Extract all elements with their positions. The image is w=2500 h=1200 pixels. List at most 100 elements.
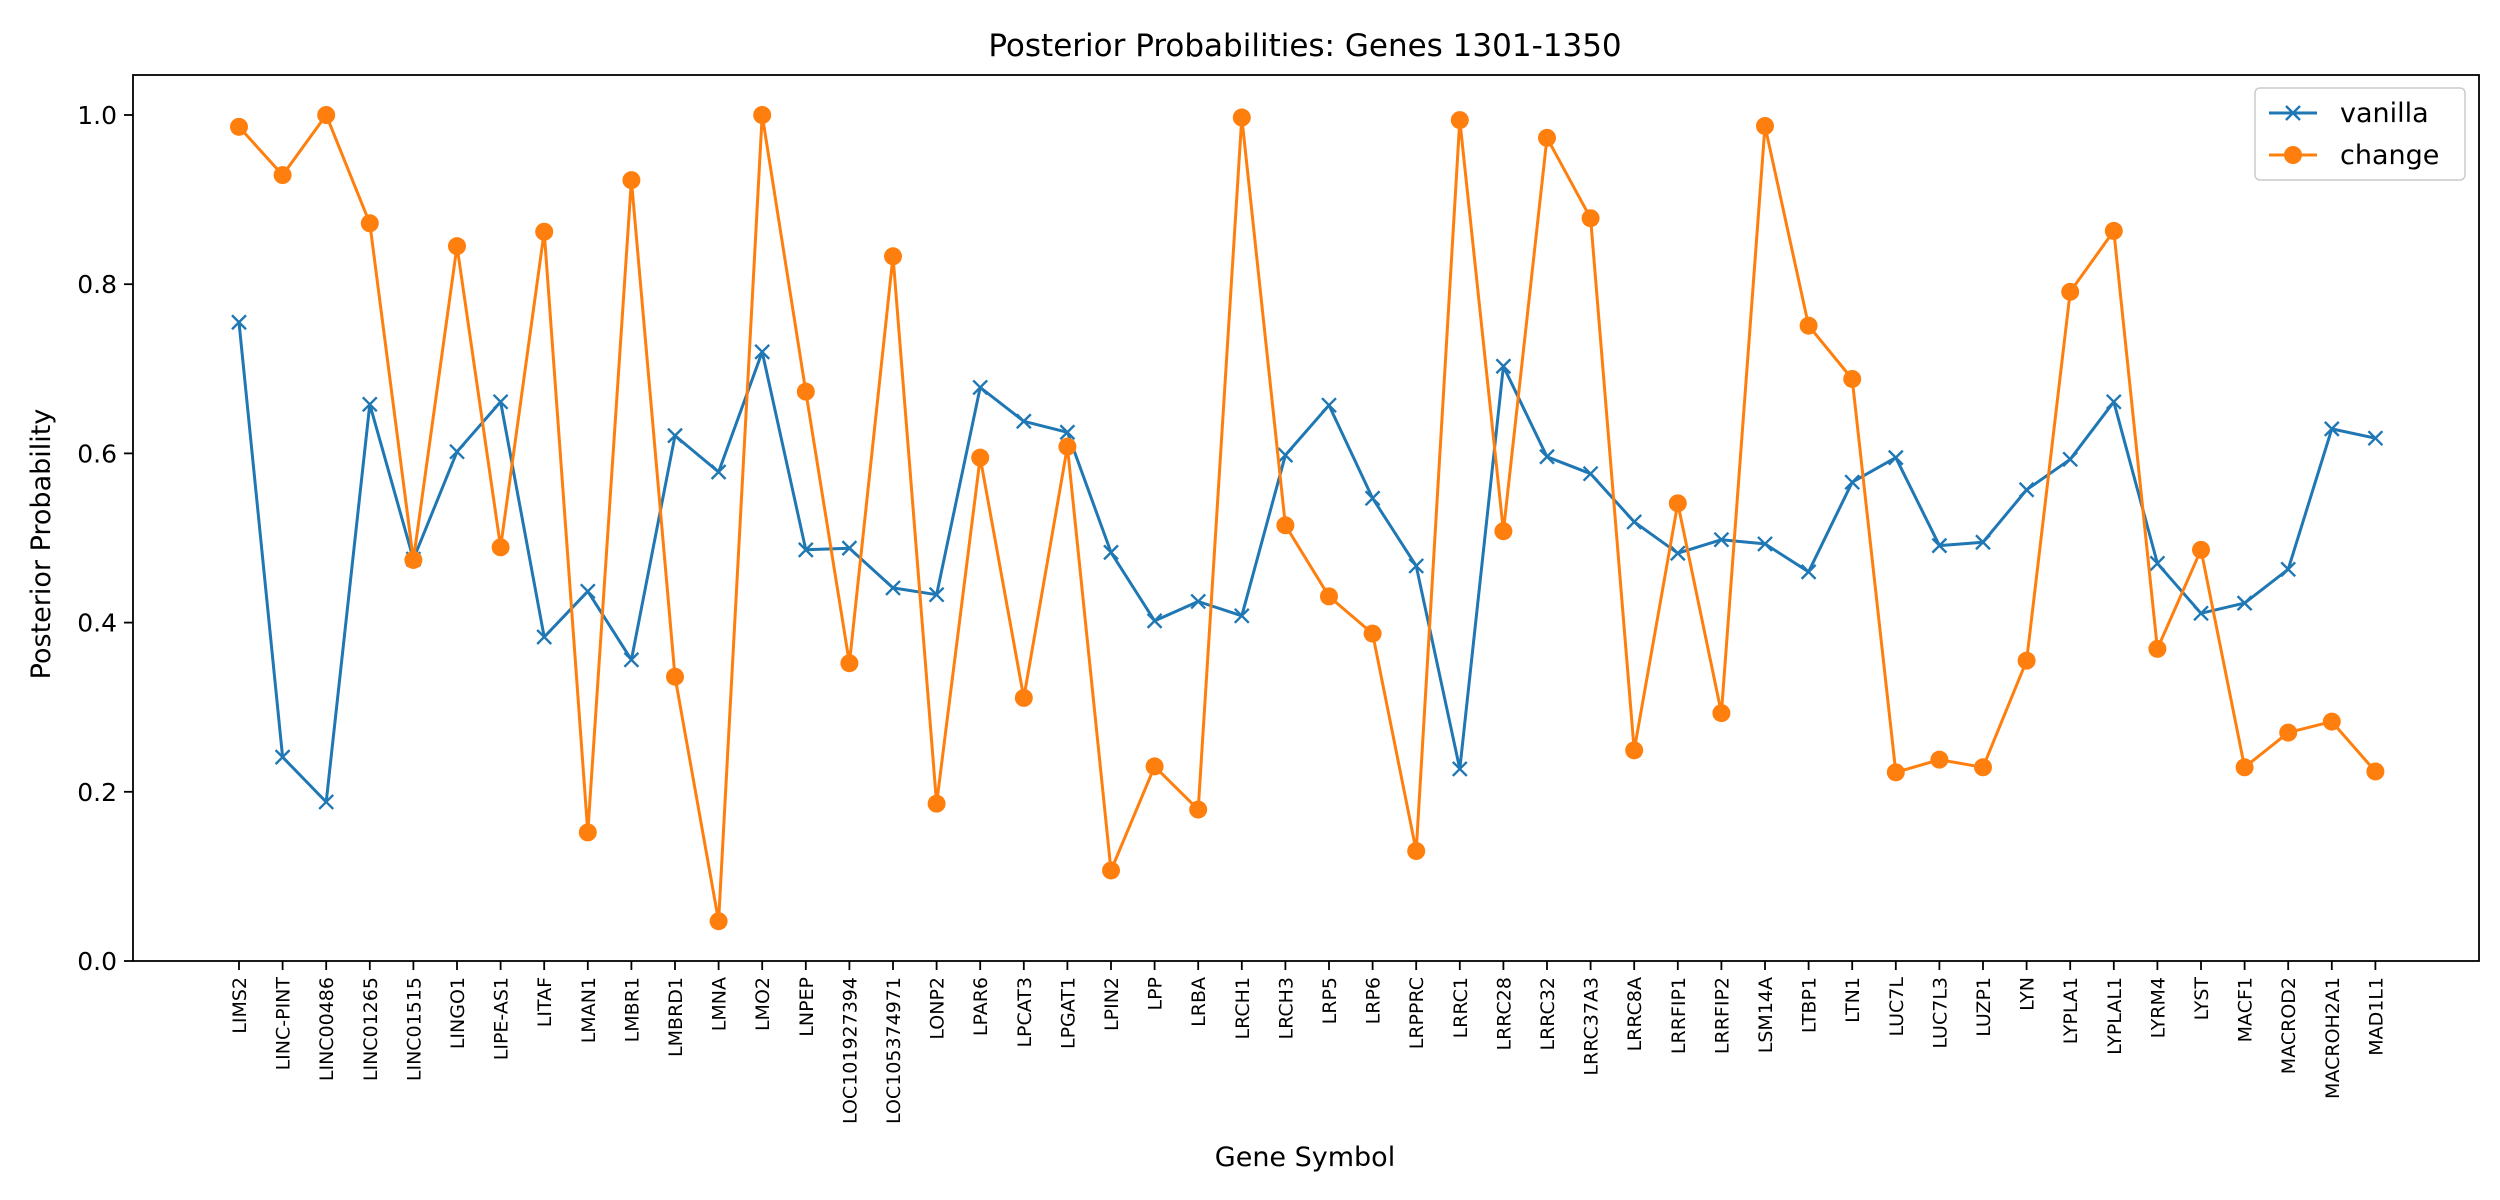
series-layer (230, 106, 2385, 931)
data-point (579, 583, 596, 600)
y-tick-label: 0.6 (77, 439, 117, 468)
x-tick-label: LMO2 (752, 977, 774, 1031)
data-point (535, 222, 554, 241)
legend: vanilla change (2254, 87, 2466, 181)
x-tick-label: LYN (2017, 977, 2039, 1011)
data-point (1059, 424, 1076, 441)
data-point (1103, 544, 1119, 561)
plot-frame (132, 74, 2480, 962)
data-point (1669, 545, 1686, 562)
data-point (2192, 540, 2210, 559)
data-point (709, 912, 728, 931)
x-tick-label: LOC105374971 (883, 977, 905, 1124)
chart-title: Posterior Probabilities: Genes 1301-1350 (988, 28, 1621, 64)
data-point (449, 443, 465, 460)
x-tick-label: LYPLA1 (2060, 977, 2082, 1044)
data-point (885, 580, 901, 596)
data-point (1363, 624, 1382, 643)
y-tick-label: 0.0 (77, 947, 117, 976)
x-tick-label: LMAN1 (578, 977, 600, 1043)
legend-box (2254, 87, 2466, 181)
data-point (1232, 108, 1251, 127)
x-tick-label: LONP2 (927, 977, 949, 1040)
data-point (1189, 800, 1208, 819)
x-tick-label: LNPEP (796, 977, 818, 1037)
data-point (2062, 451, 2079, 468)
data-point (2235, 758, 2254, 777)
data-point (2367, 430, 2384, 447)
data-point (1626, 514, 1643, 530)
x-tick-label: LRBA (1188, 977, 1210, 1027)
y-tick-label: 0.2 (77, 778, 117, 807)
data-point (1800, 563, 1817, 580)
data-point (1844, 474, 1861, 491)
data-point (2280, 561, 2297, 578)
data-point (1975, 534, 1991, 551)
x-tick-label: LSM14A (1755, 977, 1777, 1053)
x-tick-label: LINC01265 (360, 977, 382, 1081)
data-point (1582, 465, 1599, 482)
x-tick-label: LINC01515 (403, 977, 425, 1081)
x-tick-label: LRRC1 (1450, 977, 1472, 1038)
data-point (622, 171, 641, 190)
x-tick-label: MACF1 (2235, 977, 2257, 1042)
x-tick-label: LYRM4 (2147, 977, 2169, 1038)
x-tick-label: LPCAT3 (1014, 977, 1036, 1048)
data-point (927, 794, 946, 813)
x-tick-label: LINGO1 (447, 977, 469, 1049)
data-point (492, 393, 509, 410)
x-tick-label: LPAR6 (970, 977, 992, 1036)
data-point (928, 586, 945, 603)
data-point (2279, 723, 2298, 742)
x-tick-label: LINC00486 (316, 977, 338, 1081)
legend-marker (2285, 105, 2301, 121)
x-tick-label: LMBRD1 (665, 977, 687, 1057)
data-point (1014, 688, 1033, 707)
data-point (1364, 490, 1381, 507)
data-point (1538, 128, 1556, 147)
legend-marker (2284, 146, 2302, 164)
data-point (1799, 316, 1818, 335)
data-point (2149, 555, 2166, 572)
x-tick-label: LINC-PINT (273, 977, 295, 1071)
series-line-change (237, 113, 2377, 923)
data-point (536, 629, 553, 645)
data-point (1320, 587, 1338, 606)
data-point (1277, 447, 1294, 463)
x-tick-label: LRRC32 (1537, 977, 1559, 1051)
data-point (754, 344, 771, 360)
x-tick-label: LRRFIP2 (1711, 977, 1733, 1054)
data-point (1407, 842, 1426, 861)
data-point (1495, 358, 1512, 375)
data-point (318, 794, 335, 810)
data-point (841, 540, 858, 557)
data-point (1974, 758, 1992, 777)
data-point (1886, 763, 1905, 782)
data-point (1321, 397, 1337, 414)
x-tick-label: LOC101927394 (839, 977, 861, 1124)
data-point (2105, 393, 2122, 410)
data-point (710, 464, 727, 480)
x-axis-label: Gene Symbol (1215, 1142, 1395, 1173)
data-point (361, 396, 378, 413)
x-tick-label: LRCH1 (1232, 977, 1254, 1039)
data-point (2017, 651, 2036, 670)
data-point (1190, 593, 1207, 610)
data-point (623, 651, 640, 668)
data-point (2148, 639, 2167, 658)
data-point (404, 550, 423, 569)
data-point (360, 214, 379, 233)
series-line-vanilla (237, 322, 2376, 804)
legend-item-change: change (2269, 140, 2439, 171)
x-tick-label: LYST (2191, 977, 2213, 1021)
legend-label: vanilla (2340, 98, 2429, 129)
data-point (230, 117, 248, 136)
x-tick-label: LRRC28 (1493, 977, 1515, 1051)
data-point (317, 106, 336, 124)
data-point (1539, 448, 1555, 465)
data-point (2236, 595, 2253, 611)
data-point (231, 314, 247, 331)
data-point (1494, 522, 1513, 541)
